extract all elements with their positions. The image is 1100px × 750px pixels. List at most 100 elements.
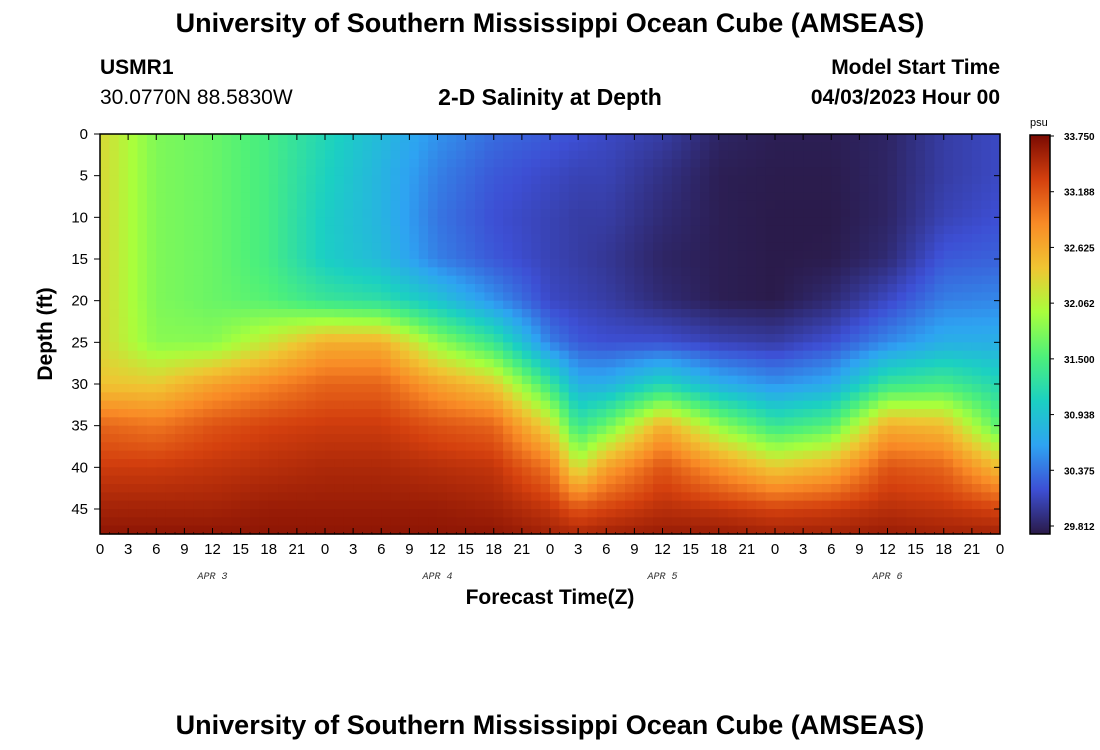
- heatmap-cell: [568, 484, 579, 493]
- heatmap-cell: [700, 450, 710, 460]
- heatmap-cell: [718, 292, 729, 302]
- heatmap-cell: [671, 275, 682, 285]
- heatmap-cell: [100, 300, 110, 310]
- heatmap-cell: [531, 434, 542, 443]
- heatmap-cell: [156, 184, 167, 193]
- heatmap-cell: [962, 300, 973, 310]
- heatmap-cell: [540, 317, 551, 327]
- heatmap-cell: [953, 467, 964, 477]
- heatmap-cell: [840, 275, 851, 285]
- heatmap-cell: [587, 292, 598, 302]
- heatmap-cell: [578, 425, 589, 435]
- x-tick-label: 21: [739, 541, 756, 558]
- heatmap-cell: [493, 267, 504, 277]
- heatmap-cell: [418, 242, 429, 252]
- heatmap-cell: [878, 525, 889, 535]
- heatmap-cell: [681, 475, 692, 485]
- heatmap-cell: [165, 375, 176, 385]
- heatmap-cell: [418, 284, 429, 293]
- heatmap-cell: [737, 417, 748, 427]
- heatmap-cell: [793, 467, 804, 477]
- heatmap-cell: [531, 500, 542, 510]
- heatmap-cell: [625, 425, 635, 435]
- heatmap-cell: [925, 484, 935, 493]
- heatmap-cell: [371, 150, 382, 160]
- heatmap-cell: [240, 409, 251, 418]
- heatmap-cell: [775, 259, 785, 268]
- heatmap-cell: [831, 184, 842, 193]
- heatmap-cell: [831, 225, 842, 235]
- heatmap-cell: [137, 467, 148, 477]
- heatmap-cell: [681, 167, 692, 177]
- heatmap-cell: [390, 525, 401, 535]
- heatmap-cell: [175, 334, 185, 343]
- heatmap-cell: [456, 417, 467, 427]
- heatmap-cell: [259, 267, 270, 277]
- heatmap-cell: [353, 317, 364, 327]
- heatmap-cell: [606, 450, 617, 460]
- heatmap-cell: [512, 450, 523, 460]
- heatmap-cell: [700, 442, 710, 452]
- y-tick-label: 15: [71, 251, 88, 268]
- heatmap-cell: [203, 350, 214, 360]
- heatmap-cell: [296, 284, 307, 293]
- heatmap-cell: [971, 267, 982, 277]
- heatmap-cell: [850, 400, 860, 410]
- heatmap-cell: [128, 350, 139, 360]
- heatmap-cell: [934, 192, 945, 202]
- heatmap-cell: [690, 525, 701, 535]
- heatmap-cell: [409, 192, 420, 202]
- heatmap-cell: [418, 250, 429, 260]
- heatmap-cell: [840, 134, 851, 143]
- heatmap-cell: [296, 425, 307, 435]
- heatmap-cell: [484, 184, 495, 193]
- heatmap-cell: [587, 175, 598, 185]
- heatmap-cell: [690, 159, 701, 168]
- heatmap-cell: [400, 325, 410, 335]
- heatmap-cell: [643, 492, 654, 502]
- heatmap-cell: [812, 517, 823, 527]
- heatmap-cell: [709, 200, 720, 210]
- heatmap-cell: [606, 484, 617, 493]
- heatmap-cell: [428, 200, 439, 210]
- heatmap-cell: [446, 175, 457, 185]
- heatmap-cell: [287, 442, 298, 452]
- heatmap-cell: [175, 225, 185, 235]
- heatmap-cell: [409, 442, 420, 452]
- heatmap-cell: [240, 517, 251, 527]
- heatmap-cell: [550, 259, 560, 268]
- heatmap-cell: [784, 334, 795, 343]
- heatmap-cell: [756, 225, 767, 235]
- heatmap-cell: [381, 484, 392, 493]
- heatmap-cell: [971, 517, 982, 527]
- heatmap-cell: [812, 192, 823, 202]
- heatmap-cell: [859, 334, 870, 343]
- heatmap-cell: [943, 467, 954, 477]
- heatmap-cell: [343, 242, 354, 252]
- heatmap-cell: [990, 342, 1001, 352]
- heatmap-cell: [175, 342, 185, 352]
- heatmap-cell: [596, 175, 607, 185]
- heatmap-cell: [156, 525, 167, 535]
- heatmap-cell: [512, 350, 523, 360]
- heatmap-cell: [728, 300, 739, 310]
- heatmap-cell: [250, 192, 260, 202]
- heatmap-cell: [625, 225, 635, 235]
- heatmap-cell: [859, 209, 870, 218]
- heatmap-cell: [568, 500, 579, 510]
- heatmap-cell: [137, 517, 148, 527]
- heatmap-cell: [643, 167, 654, 177]
- heatmap-cell: [503, 300, 514, 310]
- heatmap-cell: [859, 517, 870, 527]
- heatmap-cell: [953, 417, 964, 427]
- heatmap-cell: [812, 392, 823, 402]
- heatmap-cell: [681, 350, 692, 360]
- heatmap-cell: [896, 225, 907, 235]
- heatmap-cell: [165, 150, 176, 160]
- heatmap-cell: [493, 459, 504, 468]
- heatmap-cell: [728, 134, 739, 143]
- heatmap-cell: [531, 467, 542, 477]
- heatmap-cell: [371, 509, 382, 518]
- heatmap-cell: [915, 309, 926, 318]
- heatmap-cell: [653, 375, 664, 385]
